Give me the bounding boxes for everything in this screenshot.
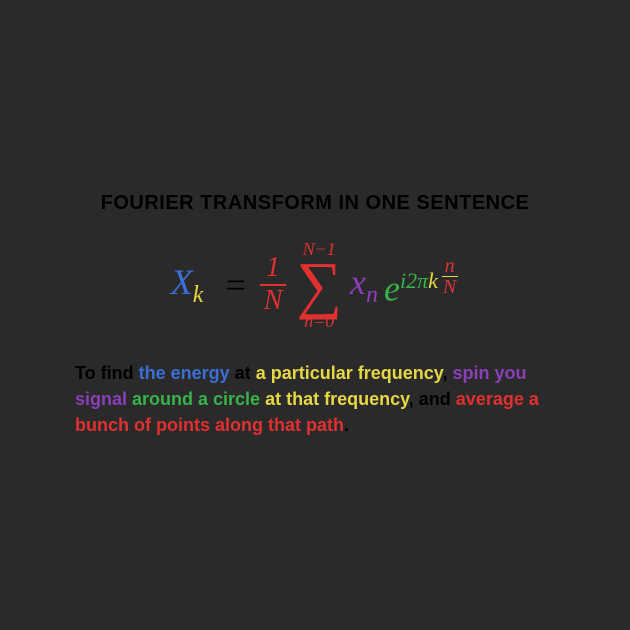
explanation-text: To find the energy at a particular frequ… <box>75 360 555 438</box>
sum-lower-limit: n=0 <box>304 312 334 330</box>
explanation-segment: around a circle <box>132 389 265 409</box>
explanation-segment: To find <box>75 363 139 383</box>
X-variable: X <box>171 262 193 302</box>
n-subscript: n <box>366 282 378 308</box>
title: FOURIER TRANSFORM IN ONE SENTENCE <box>101 192 530 215</box>
equals-sign: = <box>223 264 247 306</box>
k-subscript: k <box>193 282 204 308</box>
explanation-segment: the energy <box>139 363 235 383</box>
exp-2: 2 <box>406 268 417 294</box>
e-base: e <box>384 269 400 309</box>
x-variable: x <box>350 262 366 302</box>
exponential-term: ei2πknN <box>384 260 459 310</box>
sigma-symbol: ∑ <box>296 258 342 312</box>
formula-body: Xk = 1 N N−1 ∑ n=0 xn ei2πknN <box>171 240 460 330</box>
one-over-N: 1 N <box>258 253 289 317</box>
fraction-numerator: 1 <box>260 253 286 286</box>
Xk-term: Xk <box>171 261 204 309</box>
explanation-segment: at <box>235 363 256 383</box>
title-text: FOURIER TRANSFORM IN ONE SENTENCE <box>101 192 530 214</box>
explanation-segment: . <box>344 415 349 435</box>
xn-term: xn <box>350 261 378 309</box>
infographic-container: FOURIER TRANSFORM IN ONE SENTENCE Xk = 1… <box>0 192 630 439</box>
formula: Xk = 1 N N−1 ∑ n=0 xn ei2πknN <box>171 240 460 330</box>
summation: N−1 ∑ n=0 <box>296 240 342 330</box>
explanation-segment: a particular frequency <box>256 363 443 383</box>
exp-pi: π <box>417 268 428 294</box>
fraction-denominator: N <box>258 286 289 317</box>
exponent: i2πknN <box>400 260 459 301</box>
exp-frac-N: N <box>440 277 459 297</box>
explanation-segment: , and <box>409 389 456 409</box>
exp-frac-n: n <box>442 256 458 277</box>
exp-k: k <box>428 268 438 294</box>
exp-fraction: nN <box>440 256 459 297</box>
explanation-segment: , <box>442 363 452 383</box>
explanation-segment: at that frequency <box>265 389 409 409</box>
